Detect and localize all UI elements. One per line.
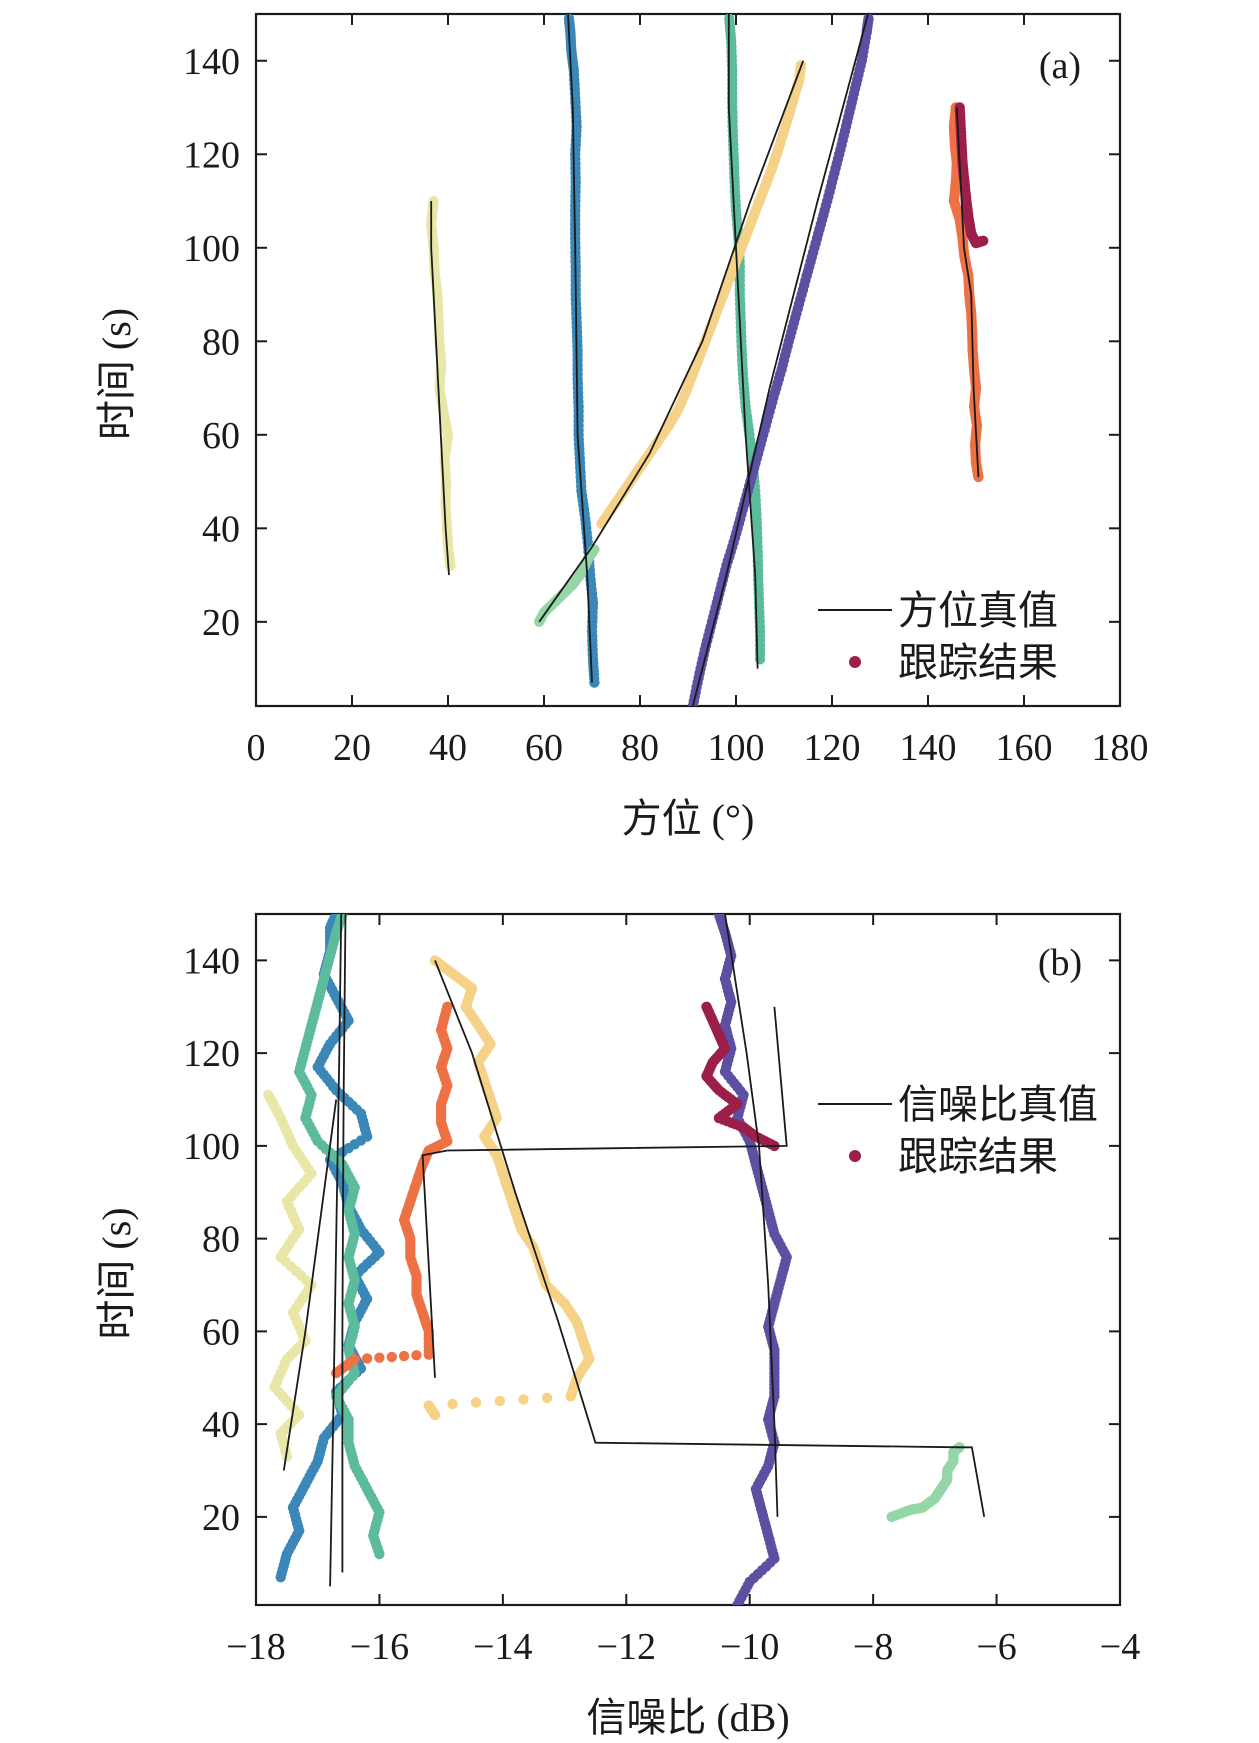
- y-tick-label: 120: [183, 134, 240, 176]
- legend-label-tracking: 跟踪结果: [898, 1134, 1058, 1179]
- series-0: [426, 195, 456, 571]
- track-point: [494, 1395, 505, 1407]
- track-point: [263, 1089, 274, 1101]
- truth-line: [434, 960, 986, 1518]
- x-tick-label: 0: [247, 727, 266, 769]
- x-axis-label: 方位 (°): [622, 796, 755, 841]
- track-point: [361, 1353, 373, 1364]
- x-tick-label: 100: [708, 727, 765, 769]
- series-7: [954, 102, 989, 249]
- series-4: [596, 60, 806, 529]
- x-tick-label: −8: [853, 1626, 893, 1668]
- track-point: [713, 914, 725, 920]
- y-tick-label: 80: [202, 321, 240, 363]
- x-tick-label: −6: [976, 1626, 1016, 1668]
- y-axis-label: 时间 (s): [94, 1207, 139, 1339]
- y-tick-label: 20: [202, 602, 240, 644]
- x-tick-label: 160: [996, 727, 1053, 769]
- panel-tag: (a): [1039, 45, 1081, 87]
- track-point: [541, 1392, 553, 1404]
- track-point: [978, 235, 989, 246]
- x-tick-label: −16: [350, 1626, 409, 1668]
- x-axis-label: 信噪比 (dB): [586, 1695, 789, 1740]
- series-2: [294, 914, 385, 1560]
- y-axis-label: 时间 (s): [94, 308, 139, 440]
- legend-label-tracking: 跟踪结果: [898, 640, 1058, 685]
- x-tick-label: −14: [473, 1626, 532, 1668]
- series-6: [948, 102, 984, 483]
- y-tick-label: 80: [202, 1219, 240, 1261]
- plot-frame: [254, 912, 1122, 1607]
- track-point: [411, 1350, 422, 1361]
- panel-b: −18 −16 −14 −12 −10 −8 −6 −4 20 40 60 80 100 120 140 信噪…: [94, 912, 1140, 1740]
- legend-dot-swatch: [849, 656, 861, 668]
- series-0: [263, 1089, 317, 1462]
- track-point: [447, 1398, 458, 1410]
- legend-dot-swatch: [849, 1150, 861, 1162]
- y-tick-label: 60: [202, 1311, 240, 1353]
- y-tick-label: 60: [202, 415, 240, 457]
- truth-line: [724, 914, 779, 1517]
- y-tick-label: 100: [183, 1126, 240, 1168]
- track-point: [518, 1394, 529, 1405]
- panel-tag: (b): [1038, 942, 1082, 984]
- track-point: [386, 1351, 397, 1363]
- truth-line: [282, 1099, 338, 1471]
- series-4: [423, 955, 595, 1421]
- track-point: [470, 1397, 482, 1408]
- truth-line: [430, 201, 450, 576]
- x-tick-label: 120: [804, 727, 861, 769]
- series-7: [701, 1001, 780, 1152]
- legend-label-truth: 方位真值: [898, 588, 1058, 633]
- truth-line: [341, 914, 347, 1573]
- y-tick-label: 40: [202, 508, 240, 550]
- legend-label-truth: 信噪比真值: [898, 1082, 1098, 1127]
- series-3: [713, 914, 792, 1605]
- x-tick-label: 60: [525, 727, 563, 769]
- truth-line: [727, 14, 759, 669]
- x-tick-label: 140: [900, 727, 957, 769]
- y-tick-label: 140: [183, 940, 240, 982]
- truth-line: [567, 14, 593, 683]
- track-point: [349, 1354, 360, 1365]
- track-point: [398, 1350, 410, 1362]
- truth-line: [329, 914, 343, 1587]
- plot-area: [426, 14, 989, 706]
- panel-a: 0 20 40 60 80 100 120 140 160 180 20 40 60 80 100 120 14…: [94, 12, 1149, 841]
- x-tick-label: −18: [226, 1626, 285, 1668]
- y-tick-label: 40: [202, 1404, 240, 1446]
- series-5: [886, 1442, 965, 1523]
- track-point: [374, 1352, 385, 1363]
- plot-area: [263, 914, 986, 1605]
- y-tick-label: 20: [202, 1497, 240, 1539]
- truth-line: [538, 60, 805, 623]
- truth-line: [955, 107, 980, 477]
- truth-line: [421, 1149, 448, 1378]
- truth-line: [691, 14, 869, 706]
- y-tick-label: 140: [183, 41, 240, 83]
- truth-line: [447, 1006, 788, 1152]
- track-point: [428, 195, 439, 207]
- y-tick-label: 100: [183, 228, 240, 270]
- x-tick-label: −12: [597, 1626, 656, 1668]
- x-tick-label: 20: [333, 727, 371, 769]
- x-tick-label: 40: [429, 727, 467, 769]
- track-point: [442, 1001, 453, 1012]
- x-tick-label: 180: [1092, 727, 1149, 769]
- track-point: [423, 1400, 434, 1411]
- x-tick-label: −10: [720, 1626, 779, 1668]
- series-6: [331, 1001, 453, 1379]
- y-tick-label: 120: [183, 1033, 240, 1075]
- x-tick-label: −4: [1100, 1626, 1140, 1668]
- x-tick-label: 80: [621, 727, 659, 769]
